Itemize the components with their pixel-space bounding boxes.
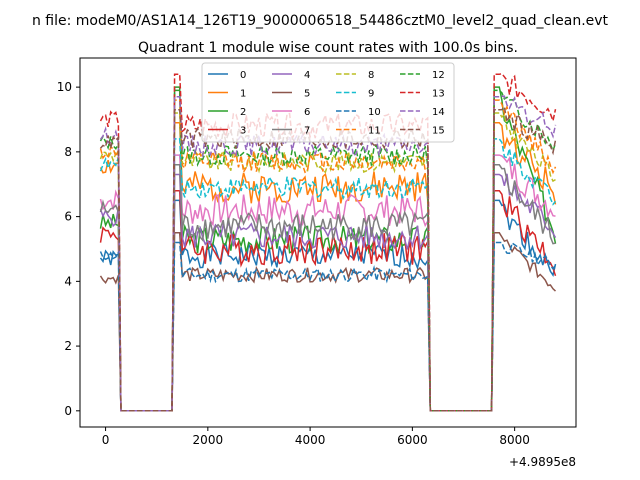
x-tick-label: 6000: [397, 433, 428, 447]
series-line-12: [99, 89, 557, 412]
x-tick-label: 2000: [193, 433, 224, 447]
axes: 0 2000 4000 6000 8000 0 2 4 6 8 10: [57, 80, 530, 447]
legend-label: 15: [432, 126, 445, 137]
legend-label: 12: [432, 70, 445, 81]
legend-label: 5: [304, 89, 310, 100]
series-line-6: [99, 154, 556, 412]
legend-label: 14: [432, 107, 445, 118]
series-line-0: [99, 199, 557, 412]
legend-box: [201, 62, 455, 143]
series-line-11: [99, 99, 557, 412]
legend-label: 9: [368, 89, 374, 100]
legend-label: 6: [304, 107, 310, 118]
series-line-3: [99, 189, 557, 412]
legend-label: 13: [432, 89, 445, 100]
legend-label: 11: [368, 126, 381, 137]
plot-area: [99, 72, 557, 412]
y-tick-label: 10: [57, 80, 72, 94]
series-line-13: [99, 72, 557, 412]
legend-label: 10: [368, 107, 381, 118]
x-tick-label: 4000: [295, 433, 326, 447]
legend-label: 0: [240, 70, 246, 81]
series-line-10: [99, 241, 557, 412]
series-line-7: [99, 164, 556, 412]
figure-suptitle: n file: modeM0/AS1A14_126T19_9000006518_…: [32, 13, 609, 29]
x-tick-label: 0: [102, 433, 110, 447]
legend-label: 4: [304, 70, 310, 81]
legend-label: 2: [240, 107, 246, 118]
series-line-5: [99, 232, 557, 412]
legend-label: 7: [304, 126, 310, 137]
y-tick-label: 8: [64, 145, 72, 159]
legend-label: 8: [368, 70, 374, 81]
y-tick-label: 4: [64, 274, 72, 288]
axes-frame: [79, 57, 577, 428]
series-line-8: [99, 112, 556, 412]
y-tick-label: 2: [64, 339, 72, 353]
x-offset-label: +4.9895e8: [509, 455, 576, 469]
chart-title: Quadrant 1 module wise count rates with …: [138, 40, 518, 56]
x-tick-label: 8000: [499, 433, 530, 447]
y-tick-label: 0: [64, 404, 72, 418]
legend-label: 1: [240, 89, 246, 100]
y-tick-label: 6: [64, 210, 72, 224]
legend-label: 3: [240, 126, 246, 137]
series-line-15: [99, 105, 557, 412]
